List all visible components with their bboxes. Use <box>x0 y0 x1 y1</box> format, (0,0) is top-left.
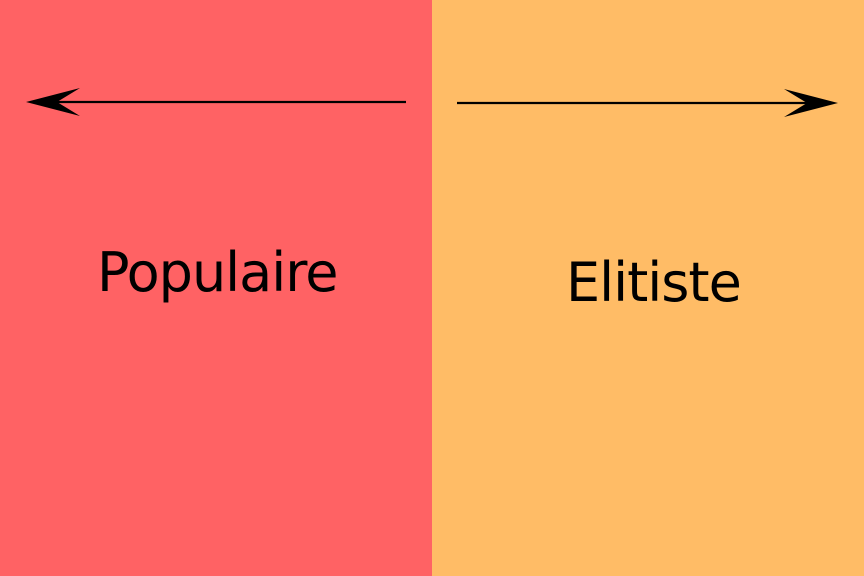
label-elitiste: Elitiste <box>566 251 742 314</box>
label-populaire: Populaire <box>97 241 339 304</box>
